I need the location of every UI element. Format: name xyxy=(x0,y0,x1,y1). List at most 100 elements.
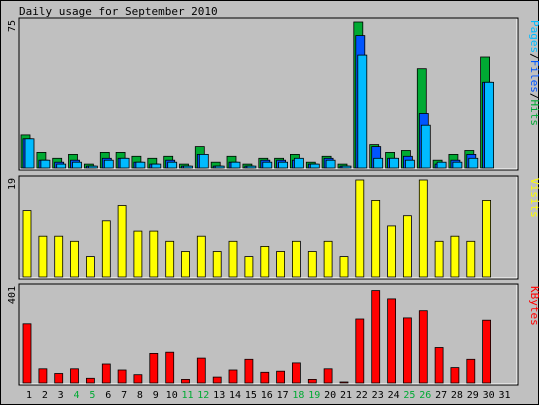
bar-visits-day-9 xyxy=(149,230,159,278)
legend-entry-visits-0: Visits xyxy=(528,178,539,218)
bar-pages-day-8 xyxy=(135,161,146,169)
bar-visits-day-29 xyxy=(466,240,476,278)
bar-pages-day-2 xyxy=(40,159,51,169)
panel-frame-hits xyxy=(18,17,519,171)
bar-kbytes-day-18 xyxy=(291,362,301,384)
bar-pages-day-10 xyxy=(167,161,178,169)
x-tick-label-day-18: 18 xyxy=(292,390,304,401)
bar-kbytes-day-14 xyxy=(228,369,238,384)
legend-visits: Visits xyxy=(528,178,539,218)
bar-visits-day-13 xyxy=(212,251,222,278)
bar-pages-day-19 xyxy=(309,163,320,169)
bar-pages-day-14 xyxy=(230,161,241,169)
bar-visits-day-21 xyxy=(339,256,349,278)
bar-kbytes-day-29 xyxy=(466,358,476,384)
bar-visits-day-27 xyxy=(434,240,444,278)
x-tick-label-day-20: 20 xyxy=(324,390,336,401)
x-tick-label-day-16: 16 xyxy=(261,390,273,401)
bar-pages-day-11 xyxy=(183,165,193,169)
x-tick-label-day-13: 13 xyxy=(213,390,225,401)
bar-visits-day-3 xyxy=(54,235,64,278)
bar-kbytes-day-20 xyxy=(323,368,333,384)
bar-visits-day-23 xyxy=(371,199,381,278)
bar-visits-day-16 xyxy=(260,245,270,278)
x-axis-day-labels: 1 2 3 4 5 6 7 8 9 10 11 12 13 14 15 16 17 18 19 20 21 22 23 24 2… xyxy=(26,390,511,401)
x-tick-label-day-1: 1 xyxy=(26,390,32,401)
bar-kbytes-day-5 xyxy=(86,377,95,384)
x-tick-label-day-30: 30 xyxy=(483,390,495,401)
bar-pages-day-1 xyxy=(24,138,35,169)
bar-visits-day-5 xyxy=(86,256,95,278)
x-tick-label-day-15: 15 xyxy=(245,390,257,401)
x-tick-label-day-31: 31 xyxy=(498,390,510,401)
bar-kbytes-day-22 xyxy=(355,318,365,384)
bar-kbytes-day-12 xyxy=(196,357,206,384)
bar-kbytes-day-8 xyxy=(133,374,143,384)
bar-pages-day-21 xyxy=(341,165,352,169)
bar-kbytes-day-13 xyxy=(212,376,222,384)
x-tick-label-day-2: 2 xyxy=(42,390,48,401)
y-max-label-kbytes: 401 xyxy=(7,286,18,304)
bar-pages-day-16 xyxy=(262,161,273,169)
x-tick-label-day-25: 25 xyxy=(403,390,415,401)
bar-pages-day-5 xyxy=(88,165,98,169)
bar-kbytes-day-11 xyxy=(181,378,190,384)
bar-pages-day-29 xyxy=(468,157,479,169)
bar-visits-day-12 xyxy=(196,235,206,278)
bar-kbytes-day-16 xyxy=(260,371,270,384)
chart-title: Daily usage for September 2010 xyxy=(19,5,218,18)
bar-kbytes-day-27 xyxy=(434,347,444,384)
x-tick-label-day-5: 5 xyxy=(89,390,95,401)
bar-kbytes-day-10 xyxy=(165,351,175,384)
bar-visits-day-6 xyxy=(101,220,111,278)
bar-visits-day-20 xyxy=(323,240,333,278)
bar-kbytes-day-24 xyxy=(387,298,397,384)
bar-visits-day-22 xyxy=(355,179,365,278)
x-tick-label-day-3: 3 xyxy=(58,390,64,401)
x-tick-label-day-21: 21 xyxy=(340,390,352,401)
x-tick-label-day-8: 8 xyxy=(137,390,143,401)
legend-entry-hits-0: Pages xyxy=(528,20,539,53)
bar-pages-day-6 xyxy=(103,159,114,169)
bar-kbytes-day-6 xyxy=(101,363,111,384)
legend-entry-hits-3: / xyxy=(528,93,539,100)
bar-kbytes-day-3 xyxy=(54,373,64,384)
bar-kbytes-day-7 xyxy=(117,369,127,384)
bar-kbytes-day-30 xyxy=(482,319,492,384)
bar-kbytes-day-17 xyxy=(276,370,286,384)
bar-visits-day-10 xyxy=(165,240,175,278)
x-tick-label-day-11: 11 xyxy=(181,390,193,401)
bar-pages-day-24 xyxy=(389,157,400,169)
bar-pages-day-7 xyxy=(119,157,130,169)
bar-pages-day-23 xyxy=(373,157,384,169)
x-tick-label-day-4: 4 xyxy=(73,390,79,401)
bar-visits-day-7 xyxy=(117,205,127,278)
bar-pages-day-26 xyxy=(420,124,431,169)
x-tick-label-day-7: 7 xyxy=(121,390,127,401)
bar-visits-day-11 xyxy=(181,251,190,278)
legend-entry-hits-1: / xyxy=(528,53,539,60)
x-tick-label-day-14: 14 xyxy=(229,390,241,401)
legend-kbytes: KBytes xyxy=(528,286,539,326)
bar-visits-day-28 xyxy=(450,235,460,278)
bar-pages-day-30 xyxy=(484,81,495,169)
bar-kbytes-day-15 xyxy=(244,358,254,384)
bar-visits-day-25 xyxy=(402,215,412,278)
bar-kbytes-day-26 xyxy=(418,310,428,384)
x-tick-label-day-28: 28 xyxy=(451,390,463,401)
bar-kbytes-day-1 xyxy=(22,323,32,384)
bar-pages-day-25 xyxy=(404,159,415,169)
bar-visits-day-24 xyxy=(387,225,397,278)
x-tick-label-day-22: 22 xyxy=(356,390,368,401)
bar-visits-day-2 xyxy=(38,235,48,278)
bar-pages-day-12 xyxy=(198,153,209,169)
bar-pages-day-13 xyxy=(214,165,225,169)
x-tick-label-day-17: 17 xyxy=(277,390,289,401)
bar-kbytes-day-21 xyxy=(339,381,349,384)
bar-kbytes-day-2 xyxy=(38,368,48,384)
bar-visits-day-26 xyxy=(418,179,428,278)
bar-visits-day-30 xyxy=(482,199,492,278)
